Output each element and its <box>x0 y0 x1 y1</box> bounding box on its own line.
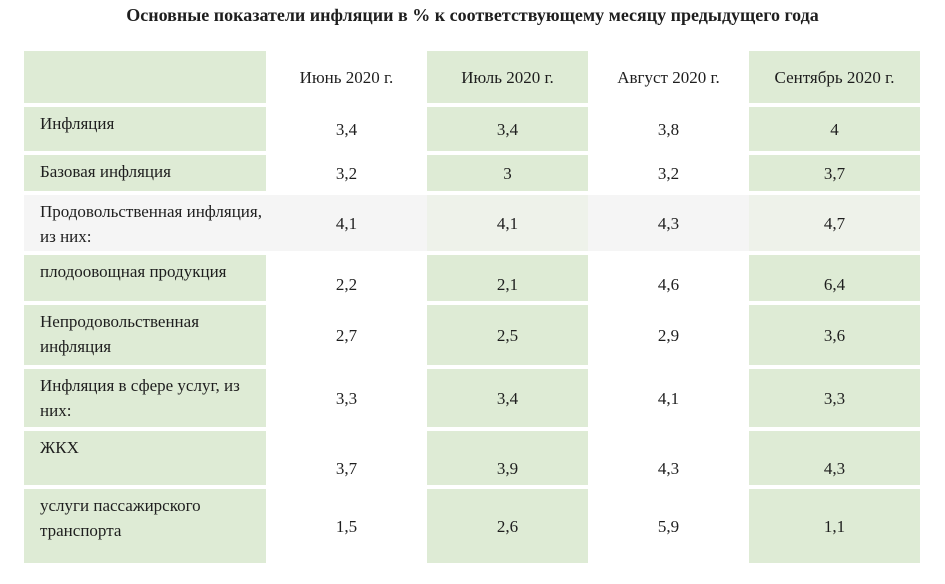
header-cell-july: Июль 2020 г. <box>427 51 588 103</box>
row-label: Инфляция <box>24 107 266 151</box>
table-cell: 3,3 <box>266 369 427 427</box>
row-label: Инфляция в сфере услуг, из них: <box>24 369 266 427</box>
table-cell: 3,2 <box>588 155 749 191</box>
table-cell: 2,7 <box>266 305 427 365</box>
table-cell: 3,4 <box>427 107 588 151</box>
table-cell: 4,7 <box>749 195 920 251</box>
row-label: ЖКХ <box>24 431 266 485</box>
table-row: Инфляция 3,4 3,4 3,8 4 <box>24 107 920 151</box>
table-cell: 3,8 <box>588 107 749 151</box>
table-cell: 1,5 <box>266 489 427 563</box>
row-label: плодоовощная продукция <box>24 255 266 301</box>
table-cell: 3,3 <box>749 369 920 427</box>
table-cell: 4,1 <box>266 195 427 251</box>
row-label: услуги пассажирского транспорта <box>24 489 266 563</box>
table-cell: 2,2 <box>266 255 427 301</box>
table-cell: 2,6 <box>427 489 588 563</box>
table-cell: 4,3 <box>588 195 749 251</box>
table-row: услуги пассажирского транспорта 1,5 2,6 … <box>24 489 920 563</box>
table-cell: 4,6 <box>588 255 749 301</box>
table-cell: 6,4 <box>749 255 920 301</box>
header-cell-august: Август 2020 г. <box>588 51 749 103</box>
table-cell: 4,3 <box>588 431 749 485</box>
row-label: Продовольственная инфляция, из них: <box>24 195 266 251</box>
table-row: Непродовольственная инфляция 2,7 2,5 2,9… <box>24 305 920 365</box>
table-cell: 3,4 <box>427 369 588 427</box>
table-cell: 3,4 <box>266 107 427 151</box>
table-cell: 2,9 <box>588 305 749 365</box>
table-row: Продовольственная инфляция, из них: 4,1 … <box>24 195 920 251</box>
table-cell: 1,1 <box>749 489 920 563</box>
row-label: Непродовольственная инфляция <box>24 305 266 365</box>
table-row: Инфляция в сфере услуг, из них: 3,3 3,4 … <box>24 369 920 427</box>
row-label: Базовая инфляция <box>24 155 266 191</box>
table-cell: 5,9 <box>588 489 749 563</box>
table-row: Базовая инфляция 3,2 3 3,2 3,7 <box>24 155 920 191</box>
table-cell: 4 <box>749 107 920 151</box>
table-cell: 3,9 <box>427 431 588 485</box>
table-cell: 3 <box>427 155 588 191</box>
table-title: Основные показатели инфляции в % к соотв… <box>126 5 819 25</box>
table-cell: 4,1 <box>588 369 749 427</box>
table-cell: 2,1 <box>427 255 588 301</box>
table-cell: 2,5 <box>427 305 588 365</box>
table-cell: 4,1 <box>427 195 588 251</box>
table-row: плодоовощная продукция 2,2 2,1 4,6 6,4 <box>24 255 920 301</box>
header-cell-empty <box>24 51 266 103</box>
table-cell: 4,3 <box>749 431 920 485</box>
table-cell: 3,2 <box>266 155 427 191</box>
header-row: Июнь 2020 г. Июль 2020 г. Август 2020 г.… <box>24 51 920 103</box>
inflation-table: Июнь 2020 г. Июль 2020 г. Август 2020 г.… <box>24 47 920 567</box>
table-cell: 3,7 <box>749 155 920 191</box>
table-row: ЖКХ 3,7 3,9 4,3 4,3 <box>24 431 920 485</box>
table-cell: 3,6 <box>749 305 920 365</box>
table-cell: 3,7 <box>266 431 427 485</box>
header-cell-september: Сентябрь 2020 г. <box>749 51 920 103</box>
header-cell-june: Июнь 2020 г. <box>266 51 427 103</box>
